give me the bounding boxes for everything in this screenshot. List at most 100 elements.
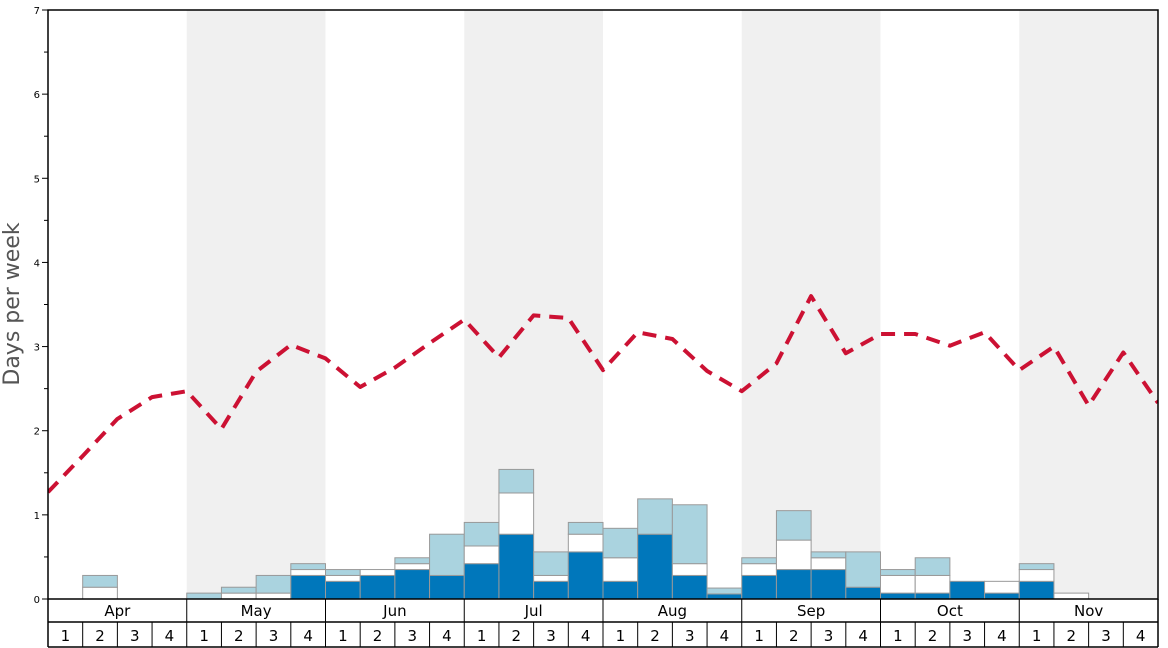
- week-label: 1: [61, 627, 71, 645]
- week-label: 2: [789, 627, 799, 645]
- bar-light-week-16: [567, 521, 604, 535]
- month-band-may: [186, 10, 326, 599]
- month-bands: [186, 10, 1158, 599]
- bar-white-week-16: [567, 533, 604, 553]
- bar-dark-week-27: [949, 580, 986, 600]
- bar-light-week-8: [290, 563, 326, 571]
- bar-light-week-13: [463, 521, 500, 547]
- week-label: 3: [824, 627, 834, 645]
- bar-white-week-26: [914, 574, 951, 594]
- y-tick-label: 7: [34, 6, 40, 17]
- bar-dark-week-19: [671, 574, 708, 600]
- month-label-jun: Jun: [382, 602, 406, 620]
- y-tick-label: 4: [34, 258, 40, 269]
- month-label-aug: Aug: [658, 602, 687, 620]
- week-label: 1: [338, 627, 348, 645]
- bar-light-week-15: [533, 551, 569, 576]
- bar-white-week-19: [671, 563, 708, 576]
- y-axis-title: Days per week: [0, 222, 25, 385]
- bar-light-week-11: [394, 557, 431, 565]
- bar-white-week-22: [775, 539, 812, 571]
- x-axis: Apr 1 2 3 4 May 1 2 3 4 Jun 1 2 3 4 Jul 1 2 3 4 Aug 1 2 3 4 Sep 1 2…: [47, 599, 1159, 648]
- bar-light-week-19: [671, 504, 708, 565]
- bar-white-week-13: [463, 545, 500, 565]
- bar-white-week-30: [1053, 592, 1090, 600]
- bar-white-week-9: [325, 574, 361, 582]
- bar-dark-week-18: [637, 533, 673, 600]
- bar-dark-week-17: [602, 580, 639, 600]
- bar-light-week-23: [810, 551, 847, 559]
- bar-white-week-7: [255, 592, 292, 600]
- week-label: 1: [754, 627, 764, 645]
- bar-dark-week-13: [463, 563, 500, 600]
- week-label: 2: [1067, 627, 1077, 645]
- y-tick-label: 6: [34, 90, 40, 101]
- y-tick-label: 3: [34, 343, 40, 354]
- month-label-jul: Jul: [524, 602, 543, 620]
- week-label: 4: [720, 627, 730, 645]
- month-label-apr: Apr: [104, 602, 131, 620]
- bar-white-week-25: [880, 574, 916, 594]
- week-label: 3: [962, 627, 972, 645]
- month-label-sep: Sep: [797, 602, 825, 620]
- bar-light-week-7: [255, 574, 292, 594]
- week-label: 3: [407, 627, 417, 645]
- week-label: 4: [997, 627, 1007, 645]
- bar-dark-week-22: [775, 569, 812, 600]
- y-tick-label: 1: [34, 511, 40, 522]
- week-label: 2: [95, 627, 105, 645]
- bar-white-week-11: [394, 563, 431, 571]
- week-label: 1: [1032, 627, 1042, 645]
- week-label: 2: [650, 627, 660, 645]
- bar-dark-week-20: [706, 593, 743, 600]
- week-label: 2: [512, 627, 522, 645]
- month-label-oct: Oct: [937, 602, 963, 620]
- bar-dark-week-8: [290, 574, 326, 600]
- bar-dark-week-10: [359, 574, 396, 600]
- month-band-sep: [741, 10, 881, 599]
- bar-dark-week-29: [1018, 580, 1055, 600]
- bar-white-week-23: [810, 557, 847, 571]
- bar-dark-week-16: [567, 551, 604, 600]
- bar-light-week-24: [845, 551, 881, 588]
- bar-white-week-14: [498, 492, 535, 535]
- bar-light-week-25: [880, 569, 916, 576]
- bar-dark-week-24: [845, 586, 881, 600]
- week-label: 3: [685, 627, 695, 645]
- bar-white-week-29: [1018, 569, 1055, 582]
- bar-dark-week-9: [325, 580, 361, 600]
- bar-dark-week-28: [984, 592, 1020, 600]
- week-label: 2: [234, 627, 244, 645]
- week-label: 3: [130, 627, 140, 645]
- bar-light-week-18: [637, 498, 673, 535]
- week-label: 4: [858, 627, 868, 645]
- bar-white-week-10: [359, 569, 396, 576]
- plot-frame: [47, 9, 1159, 600]
- trend-line: [48, 294, 1158, 494]
- bar-dark-week-12: [429, 574, 465, 600]
- bar-white-week-21: [741, 563, 777, 576]
- week-label: 1: [199, 627, 209, 645]
- bar-dark-week-25: [880, 592, 916, 600]
- week-label: 4: [165, 627, 175, 645]
- bar-dark-week-11: [394, 569, 431, 600]
- y-tick-label: 2: [34, 427, 40, 438]
- week-label: 1: [616, 627, 626, 645]
- week-label: 3: [269, 627, 279, 645]
- bar-light-week-9: [325, 569, 361, 576]
- week-label: 4: [1136, 627, 1146, 645]
- y-tick-label: 5: [34, 174, 40, 185]
- trend-line-path: [48, 294, 1158, 494]
- bar-light-week-6: [220, 586, 257, 594]
- bar-dark-week-15: [533, 580, 569, 600]
- bar-white-week-17: [602, 557, 639, 582]
- bar-light-week-21: [741, 557, 777, 565]
- week-label: 3: [546, 627, 556, 645]
- bar-white-week-6: [220, 592, 257, 600]
- week-label: 3: [1101, 627, 1111, 645]
- bar-white-week-28: [984, 580, 1020, 594]
- week-label: 4: [442, 627, 452, 645]
- y-tick-label: 0: [34, 595, 40, 606]
- bar-dark-week-21: [741, 574, 777, 600]
